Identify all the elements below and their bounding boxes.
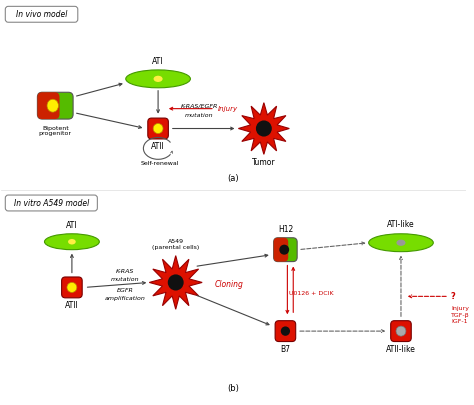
Ellipse shape — [279, 245, 289, 255]
Circle shape — [256, 120, 272, 136]
Text: ATI-like: ATI-like — [387, 220, 415, 229]
Text: (b): (b) — [228, 384, 239, 393]
FancyBboxPatch shape — [273, 238, 288, 262]
Text: ATII: ATII — [65, 301, 79, 310]
Text: K-RAS/EGFR: K-RAS/EGFR — [181, 104, 218, 109]
Ellipse shape — [153, 124, 163, 134]
Polygon shape — [149, 256, 202, 309]
Text: amplification: amplification — [104, 296, 145, 301]
Polygon shape — [238, 103, 289, 154]
Ellipse shape — [281, 326, 290, 336]
Text: U0126 + DCIK: U0126 + DCIK — [289, 291, 333, 296]
Text: Self-renewal: Self-renewal — [141, 161, 179, 166]
Text: K-RAS: K-RAS — [116, 269, 134, 274]
Text: ?: ? — [451, 292, 456, 301]
Text: mutation: mutation — [185, 113, 213, 117]
Text: Injury: Injury — [218, 106, 238, 112]
Ellipse shape — [47, 99, 58, 112]
FancyBboxPatch shape — [37, 92, 60, 119]
Ellipse shape — [369, 234, 433, 252]
Ellipse shape — [154, 76, 163, 82]
Circle shape — [168, 274, 183, 290]
FancyBboxPatch shape — [62, 277, 82, 298]
Text: ATI: ATI — [152, 57, 164, 66]
Text: In vivo model: In vivo model — [16, 10, 67, 19]
FancyBboxPatch shape — [273, 238, 297, 262]
Text: mutation: mutation — [110, 277, 139, 282]
Ellipse shape — [67, 282, 77, 292]
Text: Cloning: Cloning — [215, 280, 244, 289]
Text: A549
(parental cells): A549 (parental cells) — [152, 239, 200, 249]
Ellipse shape — [126, 70, 191, 88]
Ellipse shape — [45, 234, 100, 249]
Text: ATII-like: ATII-like — [386, 345, 416, 354]
Text: In vitro A549 model: In vitro A549 model — [14, 199, 89, 208]
Text: Tumor: Tumor — [252, 158, 276, 167]
Text: Injury
TGF-β
IGF-1: Injury TGF-β IGF-1 — [451, 306, 470, 324]
Text: ATI: ATI — [66, 221, 78, 230]
Text: ATII: ATII — [151, 142, 165, 151]
Ellipse shape — [396, 240, 405, 246]
FancyBboxPatch shape — [5, 195, 97, 211]
FancyBboxPatch shape — [148, 118, 168, 139]
Text: (a): (a) — [228, 174, 239, 183]
FancyBboxPatch shape — [5, 6, 78, 22]
Text: H12: H12 — [278, 225, 293, 234]
Ellipse shape — [68, 239, 76, 245]
Text: EGFR: EGFR — [116, 288, 133, 293]
Ellipse shape — [396, 326, 406, 336]
FancyBboxPatch shape — [37, 92, 73, 119]
Text: B7: B7 — [281, 345, 291, 354]
Text: Bipotent
progenitor: Bipotent progenitor — [39, 126, 72, 136]
FancyBboxPatch shape — [391, 321, 411, 341]
FancyBboxPatch shape — [275, 321, 296, 341]
